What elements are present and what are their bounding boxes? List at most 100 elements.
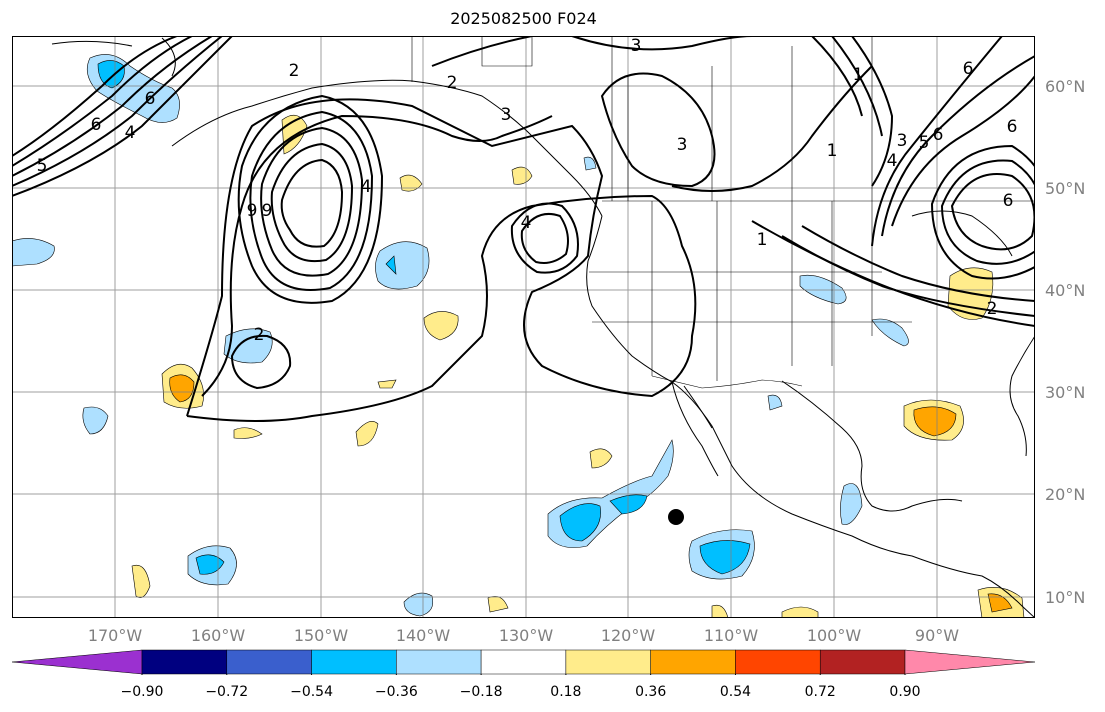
colorbar-segment — [311, 649, 397, 675]
shade-blue-texas — [871, 318, 909, 347]
colorbar-tick-label: −0.36 — [374, 684, 418, 700]
lon-label: 110°W — [703, 626, 759, 645]
colorbar — [12, 649, 1035, 675]
contour-coast-low-1 — [510, 202, 579, 274]
colorbar-tick-label: 0.18 — [550, 684, 582, 700]
contour-small-low — [230, 334, 292, 390]
contour-low-3 — [260, 126, 364, 277]
colorbar-tick-label: −0.72 — [205, 684, 249, 700]
lon-label: 150°W — [293, 626, 349, 645]
lat-label: 60°N — [1045, 77, 1086, 96]
colorbar-tick-label: 0.90 — [889, 684, 921, 700]
contour-east-6 — [871, 36, 1003, 247]
contour-east-5 — [881, 55, 1035, 237]
contour-ridge-3 — [12, 36, 193, 167]
contour-outer-3 — [201, 114, 553, 397]
contour-coast-low-2 — [520, 212, 569, 264]
lon-label: 130°W — [498, 626, 554, 645]
lat-label: 20°N — [1045, 485, 1086, 504]
shading-layer — [12, 54, 1025, 618]
map-plot: 2 3 2 3 1 6 6 5 4 6 9 9 4 4 2 3 1 5 6 4 … — [12, 36, 1035, 618]
contour-label: 6 — [933, 125, 944, 145]
contour-label: 9 — [262, 201, 273, 221]
shade-deepblue-central-1 — [385, 255, 397, 275]
coastlines — [51, 37, 1035, 618]
contour-label: 4 — [521, 213, 532, 233]
shade-blue-bc — [583, 156, 597, 171]
map-border — [12, 36, 1035, 618]
shade-yellow-4 — [355, 421, 379, 447]
contour-ridge-1 — [12, 36, 213, 177]
contour-label: 2 — [254, 325, 265, 345]
shade-deepblue-south-1 — [559, 503, 601, 542]
contour-label: 5 — [37, 156, 48, 176]
contour-label: 6 — [963, 59, 974, 79]
contour-canada-3 — [671, 65, 873, 192]
contour-label: 6 — [1003, 191, 1014, 211]
colorbar-tick-label: −0.90 — [120, 684, 164, 700]
contour-canada-1 — [600, 72, 716, 188]
coast-gulf — [781, 380, 963, 512]
shade-yellow-11 — [711, 604, 729, 618]
shade-yellow-5 — [511, 166, 533, 185]
coast-hudson — [911, 210, 1013, 257]
contour-east-1 — [950, 173, 1035, 251]
colorbar-tick-label: −0.18 — [459, 684, 503, 700]
colorbar-tick-label: 0.72 — [804, 684, 836, 700]
contour-layer — [12, 36, 1035, 422]
contour-label: 1 — [757, 230, 768, 250]
contour-east-7 — [851, 36, 894, 187]
shade-yellow-9 — [233, 427, 263, 439]
coast-westus — [586, 215, 1035, 618]
contour-label: 6 — [145, 89, 156, 109]
contour-trough-2 — [801, 225, 1035, 302]
storm-marker — [668, 509, 684, 525]
colorbar-segment — [141, 649, 228, 675]
contour-label: 3 — [501, 105, 512, 125]
contour-label: 9 — [247, 201, 258, 221]
lat-label: 10°N — [1045, 588, 1086, 607]
contour-low-4 — [270, 142, 354, 262]
lon-label: 120°W — [600, 626, 656, 645]
contour-label: 2 — [289, 61, 300, 81]
contour-outer-2 — [186, 98, 697, 422]
lon-label: 170°W — [87, 626, 143, 645]
contour-canada-2 — [431, 36, 753, 67]
contour-label: 3 — [631, 36, 642, 56]
colorbar-segment — [735, 649, 821, 675]
colorbar-extend-low — [12, 649, 143, 675]
shade-blue-small-1 — [82, 406, 109, 435]
lat-label: 50°N — [1045, 179, 1086, 198]
contour-label: 1 — [827, 141, 838, 161]
shade-yellow-2 — [399, 174, 423, 192]
shade-blue-central-1 — [375, 241, 430, 290]
coast-eastus — [1009, 335, 1035, 457]
lat-label: 40°N — [1045, 281, 1086, 300]
shade-yellow-3 — [423, 311, 459, 341]
contour-trough-3 — [751, 220, 1035, 327]
shade-blue-south-4 — [403, 592, 434, 617]
contour-label: 4 — [887, 151, 898, 171]
lon-label: 160°W — [190, 626, 246, 645]
shade-deepblue-south-4 — [195, 554, 225, 575]
contour-ridge-4 — [12, 36, 178, 157]
contour-label: 3 — [897, 131, 908, 151]
graticule — [12, 36, 1035, 618]
contour-label: 6 — [1007, 117, 1018, 137]
contour-ridge-2 — [12, 36, 223, 187]
colorbar-segment — [226, 649, 312, 675]
coast-baja — [671, 381, 719, 477]
shade-yellow-10 — [377, 379, 397, 389]
contour-low-2 — [249, 110, 374, 291]
lon-label: 100°W — [806, 626, 862, 645]
shade-blue-west — [12, 238, 55, 267]
lat-label: 30°N — [1045, 383, 1086, 402]
map-title: 2025082500 F024 — [450, 9, 597, 28]
colorbar-segment — [650, 649, 736, 675]
contour-label: 2 — [447, 73, 458, 93]
contour-ridge-5 — [12, 36, 233, 197]
shade-blue-gulf — [767, 394, 783, 411]
contour-label: 4 — [125, 123, 136, 143]
contour-label: 4 — [361, 177, 372, 197]
contour-east-4 — [891, 75, 1035, 227]
